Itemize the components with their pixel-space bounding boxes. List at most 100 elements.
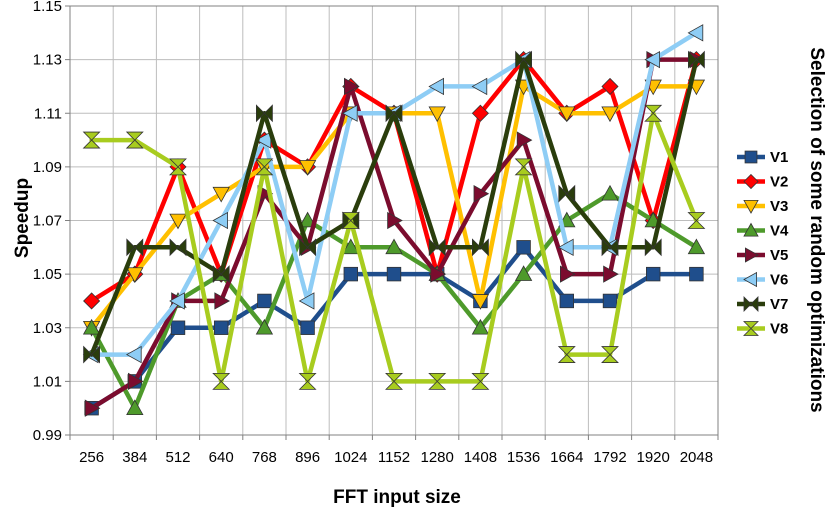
x-tick-label: 1536 xyxy=(507,449,540,466)
data-point-v7 xyxy=(212,265,230,284)
data-point-v7 xyxy=(299,238,317,257)
legend-label-v5: V5 xyxy=(770,247,788,264)
plot-area-border xyxy=(69,5,719,436)
data-point-v7 xyxy=(255,104,273,123)
y-tick-label: 0.99 xyxy=(33,427,62,444)
data-point-v8 xyxy=(687,212,706,229)
legend-label-v2: V2 xyxy=(770,174,788,191)
legend-label-v4: V4 xyxy=(770,223,789,240)
legend-marker-v5 xyxy=(745,247,759,263)
legend-label-v7: V7 xyxy=(770,296,788,313)
legend-item-v4: V4 xyxy=(737,223,789,240)
x-tick-label: 384 xyxy=(122,449,147,466)
data-point-v8 xyxy=(125,131,144,149)
series-v8 xyxy=(82,104,706,390)
data-point-v8 xyxy=(601,346,619,363)
data-point-v4 xyxy=(82,318,101,335)
data-point-v3 xyxy=(428,106,446,123)
data-point-v8 xyxy=(212,372,231,390)
data-point-v3 xyxy=(471,294,490,310)
data-point-v5 xyxy=(343,77,360,96)
data-point-v5 xyxy=(84,399,101,417)
data-point-v7 xyxy=(601,238,619,257)
data-point-v1 xyxy=(516,240,531,255)
data-point-v8 xyxy=(169,158,187,176)
data-point-v7 xyxy=(385,104,403,123)
legend-item-v7: V7 xyxy=(737,296,788,313)
legend-item-v8: V8 xyxy=(737,321,788,338)
x-tick-label: 2048 xyxy=(680,449,713,466)
data-point-v3 xyxy=(298,160,317,176)
data-point-v8 xyxy=(298,372,317,390)
data-point-v4 xyxy=(255,318,274,335)
x-tick-label: 1920 xyxy=(637,449,670,466)
x-tick-label: 640 xyxy=(209,449,234,466)
data-point-v8 xyxy=(557,346,576,363)
data-point-v7 xyxy=(428,238,446,257)
plot-frame xyxy=(69,5,719,436)
data-point-v7 xyxy=(83,345,100,364)
y-tick-label: 1.07 xyxy=(33,213,62,230)
data-point-v5 xyxy=(214,292,231,310)
data-point-v8 xyxy=(255,158,274,176)
data-point-v8 xyxy=(428,372,447,390)
legend-item-v6: V6 xyxy=(737,272,788,289)
data-point-v4 xyxy=(126,399,144,415)
legend-label-v8: V8 xyxy=(770,321,788,338)
x-tick-label: 768 xyxy=(252,449,277,466)
data-point-v4 xyxy=(342,238,360,255)
tick-labels: 0.99 1.01 1.03 1.05 1.07 1.09 1.11 1.13 1.15 256 3… xyxy=(33,0,713,466)
data-point-v4 xyxy=(514,265,533,281)
data-point-v8 xyxy=(514,158,533,176)
x-tick-label: 1664 xyxy=(550,449,583,466)
data-point-v8 xyxy=(341,212,360,229)
legend-marker-v3 xyxy=(743,199,759,214)
series-lines xyxy=(82,24,706,417)
y-tick-label: 1.11 xyxy=(34,105,62,122)
x-tick-label: 1024 xyxy=(334,449,367,466)
data-point-v8 xyxy=(471,372,490,390)
x-tick-label: 256 xyxy=(79,449,104,466)
data-point-v4 xyxy=(687,238,706,255)
legend-item-v3: V3 xyxy=(737,198,788,215)
data-point-v8 xyxy=(385,372,403,390)
data-point-v5 xyxy=(560,265,576,283)
data-point-v3 xyxy=(169,213,187,230)
data-point-v1 xyxy=(386,266,402,282)
legend: V1 V2 V3 V4 V5 V6 V7 V8 xyxy=(737,149,789,338)
data-point-v3 xyxy=(212,186,230,203)
data-point-v3 xyxy=(558,106,576,123)
series-line-v7 xyxy=(89,57,699,357)
data-point-v1 xyxy=(646,266,661,282)
data-point-v5 xyxy=(387,211,403,230)
data-point-v6 xyxy=(298,292,315,310)
data-point-v6 xyxy=(341,104,358,122)
data-point-v4 xyxy=(298,211,317,228)
legend-label-v1: V1 xyxy=(770,149,788,166)
data-point-v5 xyxy=(516,131,533,149)
x-tick-label: 1792 xyxy=(593,449,626,466)
data-point-v7 xyxy=(558,184,576,203)
series-v5 xyxy=(84,50,706,417)
legend-marker-v8 xyxy=(743,321,759,336)
legend-marker-v4 xyxy=(743,222,759,237)
data-point-v1 xyxy=(300,320,315,335)
y-tick-label: 1.13 xyxy=(33,52,62,69)
data-point-v6 xyxy=(644,50,660,69)
data-point-v1 xyxy=(559,293,575,309)
data-point-v6 xyxy=(471,77,488,96)
data-point-v2 xyxy=(601,77,619,96)
data-point-v4 xyxy=(385,238,403,255)
data-point-v4 xyxy=(601,184,619,201)
data-point-v5 xyxy=(430,265,447,283)
legend-marker-v1 xyxy=(744,150,758,164)
data-point-v7 xyxy=(644,238,662,257)
x-tick-label: 1408 xyxy=(464,449,497,466)
data-point-v1 xyxy=(343,266,359,282)
data-point-v6 xyxy=(125,345,142,364)
data-point-v1 xyxy=(213,320,229,335)
data-point-v2 xyxy=(83,292,101,310)
y-tick-label: 1.15 xyxy=(33,0,62,15)
data-point-v6 xyxy=(212,211,229,230)
